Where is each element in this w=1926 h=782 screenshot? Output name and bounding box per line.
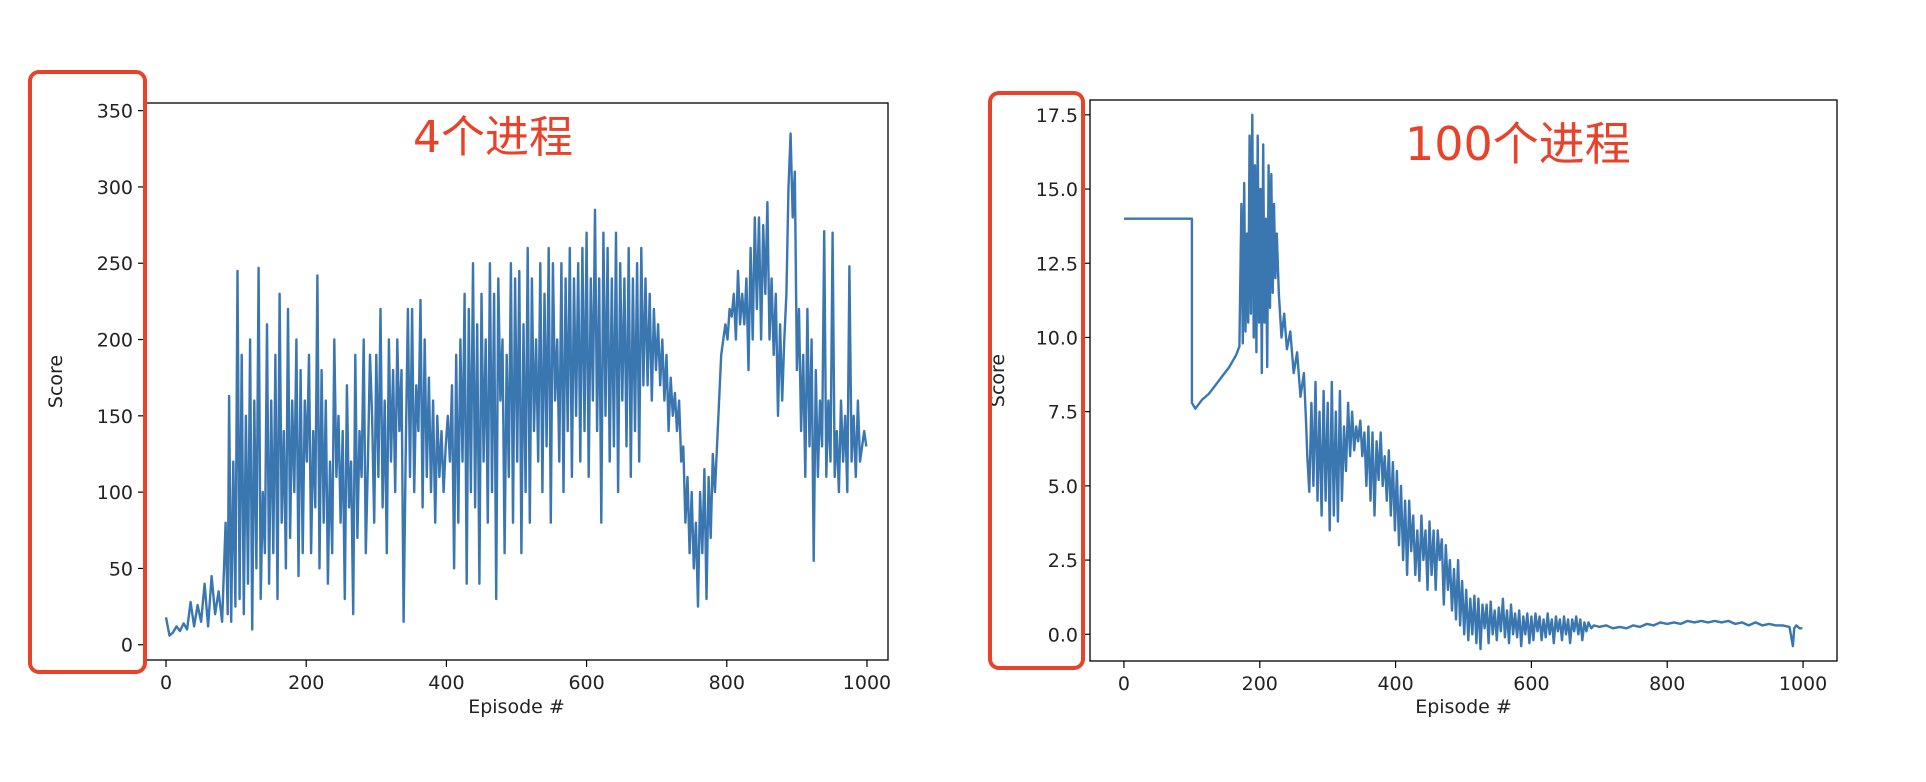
y-tick-label: 250 [97,253,133,275]
chart-panel-100-processes: 0 200 400 600 800 1000 0.0 2.5 5.0 7.5 10.0 12.5 15.… [987,91,1838,718]
y-tick-label: 12.5 [1036,253,1078,275]
x-tick-label: 200 [1242,673,1278,695]
series-line [1124,113,1803,651]
y-tick-label: 7.5 [1048,402,1078,424]
x-tick-label: 600 [1513,673,1549,695]
y-axis-label: Score [987,354,1009,407]
y-tick-label: 50 [109,558,133,580]
y-tick-label: 350 [97,101,133,123]
x-axis-label: Episode # [1415,696,1512,718]
series-line [164,132,868,637]
annotation-label: 4个进程 [413,112,573,163]
y-tick-label: 2.5 [1048,550,1078,572]
chart-panel-4-processes: 0 200 400 600 800 1000 0 50 100 150 200 250 300 350 Ep… [28,70,891,718]
y-axis-label: Score [45,355,67,408]
annotation-label: 100个进程 [1405,117,1631,171]
x-tick-label: 400 [1377,673,1413,695]
x-tick-label: 800 [1649,673,1685,695]
y-tick-label: 300 [97,177,133,199]
x-tick-label: 0 [1118,673,1130,695]
y-tick-label: 15.0 [1036,179,1078,201]
x-tick-label: 400 [428,672,464,694]
y-tick-label: 5.0 [1048,476,1078,498]
x-tick-label: 1000 [1779,673,1827,695]
y-tick-label: 0 [121,635,133,657]
y-axis-highlight-box [28,70,147,674]
x-tick-label: 800 [709,672,745,694]
y-tick-label: 100 [97,482,133,504]
y-tick-label: 200 [97,330,133,352]
x-axis-label: Episode # [468,696,565,718]
y-tick-label: 17.5 [1036,105,1078,127]
x-tick-label: 0 [160,672,172,694]
y-tick-label: 10.0 [1036,327,1078,349]
x-tick-label: 1000 [843,672,891,694]
y-axis-highlight-box [988,91,1085,670]
plot-frame [1089,99,1838,662]
y-tick-label: 0.0 [1048,624,1078,646]
y-tick-label: 150 [97,406,133,428]
x-tick-label: 200 [288,672,324,694]
x-tick-label: 600 [568,672,604,694]
